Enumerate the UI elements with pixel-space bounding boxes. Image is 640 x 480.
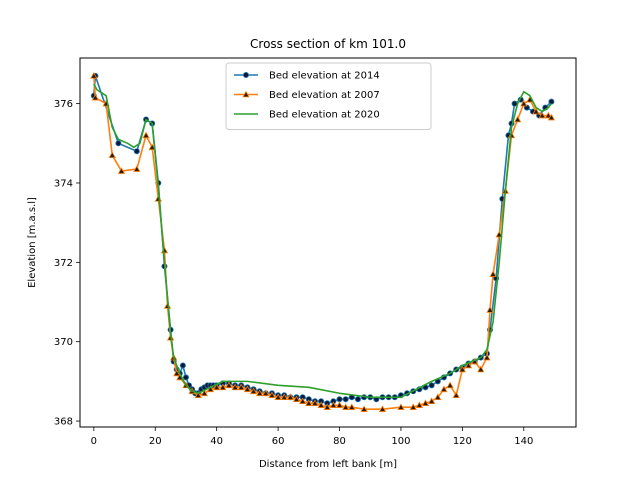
data-point — [421, 399, 430, 406]
data-point — [538, 111, 546, 119]
data-point — [317, 401, 325, 408]
data-point — [115, 140, 122, 147]
legend-label: Bed elevation at 2007 — [269, 90, 380, 101]
x-tick-label: 120 — [453, 436, 472, 447]
plot-frame — [79, 57, 577, 428]
data-point — [360, 405, 368, 412]
data-point — [90, 72, 98, 79]
data-point — [311, 399, 319, 406]
legend: Bed elevation at 2014 Bed elevation at 20… — [225, 62, 432, 130]
data-point — [458, 365, 467, 373]
data-point — [483, 353, 491, 361]
data-point — [354, 396, 361, 403]
legend-marker — [242, 90, 250, 98]
data-point — [292, 395, 301, 403]
data-point — [305, 399, 313, 406]
data-point — [219, 383, 227, 391]
chart-title: Cross section of km 101.0 — [250, 37, 406, 51]
data-point — [532, 107, 540, 115]
legend-item: Bed elevation at 2014 — [234, 71, 380, 82]
data-point — [464, 361, 473, 369]
x-tick-label: 100 — [391, 436, 410, 447]
data-point — [237, 383, 245, 391]
data-point — [231, 383, 239, 391]
data-point — [397, 403, 405, 410]
data-point — [133, 148, 140, 155]
data-point — [298, 397, 307, 405]
data-point — [182, 374, 189, 381]
legend-item: Bed elevation at 2007 — [234, 90, 380, 101]
y-tick-label: 368 — [54, 417, 73, 428]
x-tick-label: 0 — [91, 436, 97, 447]
data-point — [341, 403, 350, 410]
x-tick-label: 80 — [333, 436, 346, 447]
data-point — [280, 393, 288, 401]
series-2 — [93, 83, 553, 399]
y-tick-label: 372 — [54, 258, 73, 269]
data-point — [268, 391, 276, 399]
y-axis: 368 370 372 374 376 — [54, 99, 80, 428]
x-tick-label: 20 — [149, 436, 162, 447]
data-point — [142, 131, 150, 139]
plot-area — [90, 72, 556, 412]
data-point — [200, 389, 209, 397]
data-point — [477, 365, 485, 373]
y-tick-label: 376 — [54, 99, 73, 110]
data-point — [206, 385, 215, 393]
y-tick-label: 374 — [54, 178, 73, 189]
legend-marker — [242, 72, 249, 79]
data-point — [336, 396, 343, 403]
data-point — [452, 391, 460, 399]
data-point — [194, 391, 202, 399]
data-point — [348, 403, 356, 410]
data-point — [427, 397, 436, 405]
data-point — [323, 403, 331, 410]
data-point — [486, 306, 494, 313]
data-point — [378, 405, 387, 412]
legend-box — [225, 62, 432, 130]
y-axis-title: Elevation [m.a.s.l] — [27, 197, 38, 288]
data-point — [108, 151, 116, 159]
data-point — [133, 165, 141, 172]
data-point — [179, 362, 186, 369]
x-tick-label: 60 — [272, 436, 285, 447]
data-point — [489, 270, 497, 278]
data-point — [440, 385, 448, 393]
data-point — [415, 401, 424, 408]
data-point — [446, 381, 454, 389]
x-axis-title: Distance from left bank [m] — [259, 459, 397, 470]
data-point — [520, 99, 528, 107]
data-point — [249, 387, 258, 395]
data-point — [342, 396, 349, 403]
data-point — [274, 393, 282, 401]
legend-label: Bed elevation at 2020 — [269, 110, 380, 121]
data-point — [428, 382, 435, 389]
x-tick-label: 40 — [210, 436, 223, 447]
legend-item: Bed elevation at 2020 — [234, 110, 380, 121]
data-point — [173, 369, 181, 377]
data-point — [329, 401, 338, 408]
data-point — [243, 385, 252, 393]
data-point — [262, 389, 270, 397]
data-point — [91, 93, 100, 101]
data-point — [255, 389, 264, 397]
series-line — [93, 83, 553, 399]
data-point — [547, 113, 556, 121]
data-point — [513, 115, 522, 123]
data-point — [212, 383, 221, 391]
x-axis: 0 20 40 60 80 100 120 140 — [91, 427, 533, 447]
y-tick-label: 370 — [54, 337, 73, 348]
legend-label: Bed elevation at 2014 — [269, 71, 380, 82]
data-point — [434, 393, 442, 401]
x-tick-label: 140 — [514, 436, 533, 447]
data-point — [409, 403, 417, 410]
data-point — [548, 98, 555, 105]
data-point — [117, 167, 126, 174]
data-point — [335, 401, 344, 408]
data-point — [225, 381, 233, 389]
data-point — [286, 393, 295, 401]
